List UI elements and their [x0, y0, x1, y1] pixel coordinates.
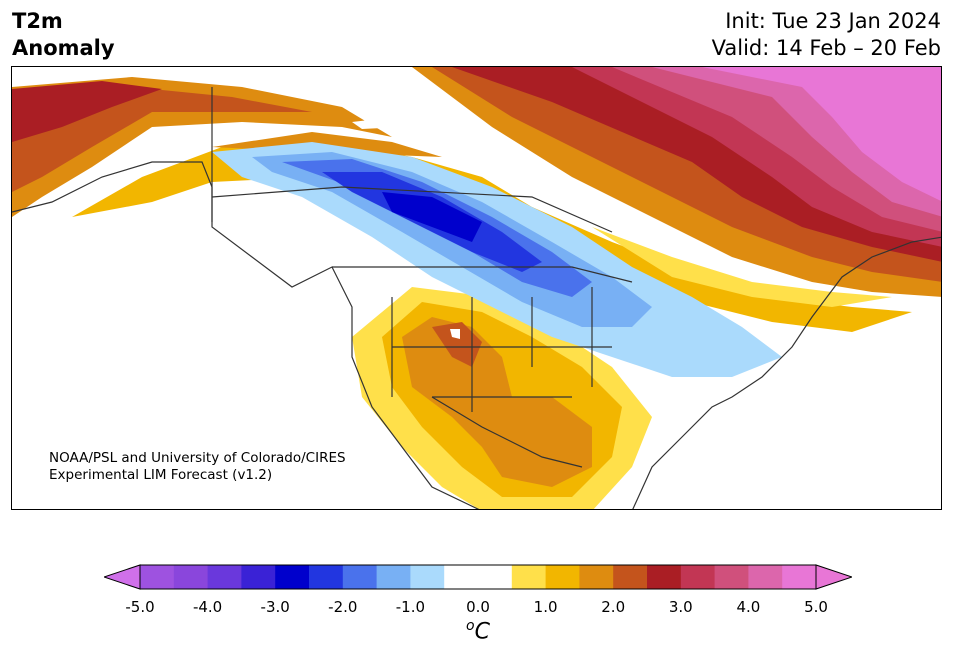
colorbar-tick-label: -5.0	[125, 598, 155, 616]
colorbar-bin	[410, 565, 445, 589]
colorbar-bin	[241, 565, 276, 589]
west-coast	[12, 161, 480, 509]
us-canada-border	[332, 266, 633, 283]
colorbar-bin	[714, 565, 749, 589]
colorbar-bin	[207, 565, 242, 589]
colorbar-bin	[511, 565, 547, 589]
colorbar-bin	[444, 565, 513, 589]
colorbar-bin	[275, 565, 310, 589]
colorbar-tick-label: -1.0	[395, 598, 426, 616]
colorbar-tick-label: -4.0	[192, 598, 223, 616]
valid-date: Valid: 14 Feb – 20 Feb	[711, 36, 941, 60]
map-title: T2m Anomaly	[12, 8, 115, 62]
anomaly-map	[11, 66, 942, 510]
colorbar-tick-label: -3.0	[260, 598, 290, 616]
anomaly-label: Anomaly	[12, 36, 115, 60]
state-borders	[391, 287, 612, 412]
colorbar-under-arrow	[104, 564, 141, 590]
colorbar-tick-label: -2.0	[328, 598, 358, 616]
colorbar-frame	[139, 564, 817, 590]
borders	[12, 87, 941, 509]
colorbar-tick-label: 0.0	[466, 598, 490, 616]
colorbar-bin	[376, 565, 411, 589]
colorbar-bin	[545, 565, 580, 589]
east-coast	[632, 236, 941, 509]
warm-anomaly-northeast	[412, 67, 941, 332]
us-mexico-border	[431, 396, 583, 468]
cold-anomaly-central	[212, 142, 782, 377]
colorbar-over-arrow	[815, 564, 852, 590]
colorbar-unit: oC	[466, 618, 490, 644]
warm-anomaly-southwest	[352, 287, 652, 509]
hudson-bay-fragment	[352, 115, 412, 129]
variable-label: T2m	[12, 9, 63, 33]
colorbar-bin	[309, 565, 344, 589]
colorbar-bin	[680, 565, 716, 589]
colorbar-bin	[647, 565, 682, 589]
credit-line-1: NOAA/PSL and University of Colorado/CIRE…	[49, 450, 346, 466]
colorbar-bin	[748, 565, 783, 589]
colorbar	[104, 564, 852, 590]
colorbar-tick-label: 3.0	[668, 598, 693, 616]
colorbar-bins	[140, 565, 817, 589]
colorbar-tick-label: 1.0	[533, 598, 558, 616]
unit-letter: C	[474, 619, 490, 645]
map-canvas	[12, 67, 941, 509]
credit-line-2: Experimental LIM Forecast (v1.2)	[49, 467, 273, 483]
init-date: Init: Tue 23 Jan 2024	[725, 9, 941, 33]
colorbar-bin	[579, 565, 614, 589]
canada-boundaries	[211, 87, 613, 233]
forecast-dates: Init: Tue 23 Jan 2024 Valid: 14 Feb – 20…	[712, 8, 941, 62]
unit-degree: o	[466, 618, 475, 634]
credit-text: NOAA/PSL and University of Colorado/CIRE…	[49, 450, 346, 484]
colorbar-bin	[782, 565, 817, 589]
colorbar-bin	[342, 565, 378, 589]
colorbar-tick-label: 5.0	[804, 598, 828, 616]
colorbar-tick-label: 4.0	[736, 598, 761, 616]
colorbar-bin	[140, 565, 175, 589]
colorbar-tick-label: 2.0	[601, 598, 626, 616]
colorbar-bin	[613, 565, 648, 589]
warm-anomaly-alaska	[12, 77, 592, 237]
colorbar-bin	[173, 565, 209, 589]
